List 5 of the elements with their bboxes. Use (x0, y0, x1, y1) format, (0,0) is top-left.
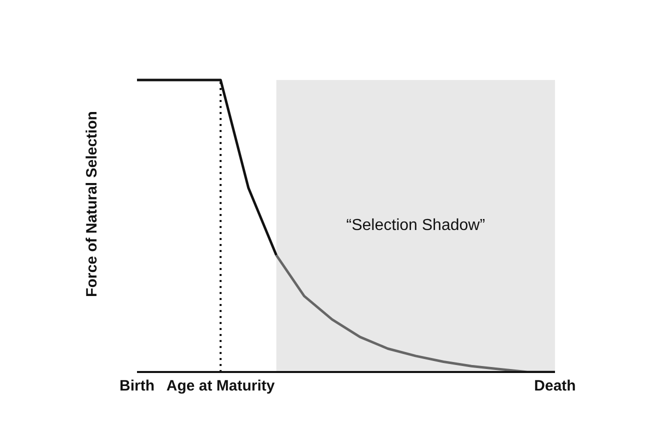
x-tick-label: Birth (120, 378, 154, 395)
x-tick-label: Age at Maturity (166, 378, 276, 395)
x-tick-label: Death (534, 378, 576, 395)
y-axis-title: Force of Natural Selection (84, 110, 100, 296)
annotation: “Selection Shadow” (346, 216, 486, 235)
